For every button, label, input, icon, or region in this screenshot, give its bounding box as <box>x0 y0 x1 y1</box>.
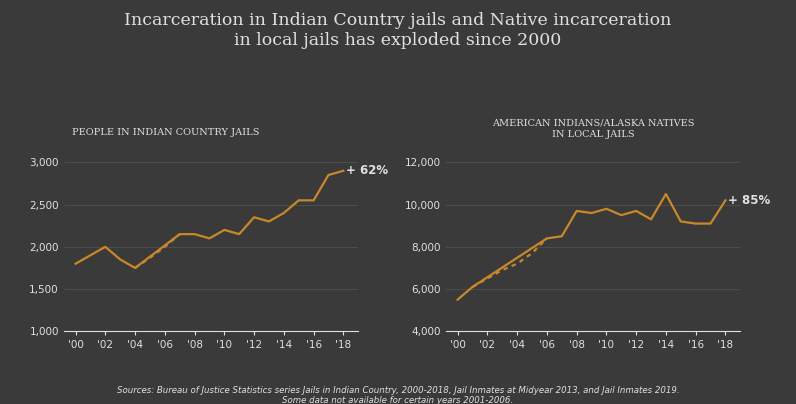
Text: Sources: Bureau of Justice Statistics series Jails in Indian Country, 2000-2018,: Sources: Bureau of Justice Statistics se… <box>117 386 679 404</box>
Text: Incarceration in Indian Country jails and Native incarceration
in local jails ha: Incarceration in Indian Country jails an… <box>124 12 672 49</box>
Text: AMERICAN INDIANS/ALASKA NATIVES: AMERICAN INDIANS/ALASKA NATIVES <box>492 118 694 127</box>
Text: + 62%: + 62% <box>346 164 388 177</box>
Text: PEOPLE IN INDIAN COUNTRY JAILS: PEOPLE IN INDIAN COUNTRY JAILS <box>72 128 259 137</box>
Text: + 85%: + 85% <box>728 194 771 207</box>
Text: IN LOCAL JAILS: IN LOCAL JAILS <box>552 130 634 139</box>
